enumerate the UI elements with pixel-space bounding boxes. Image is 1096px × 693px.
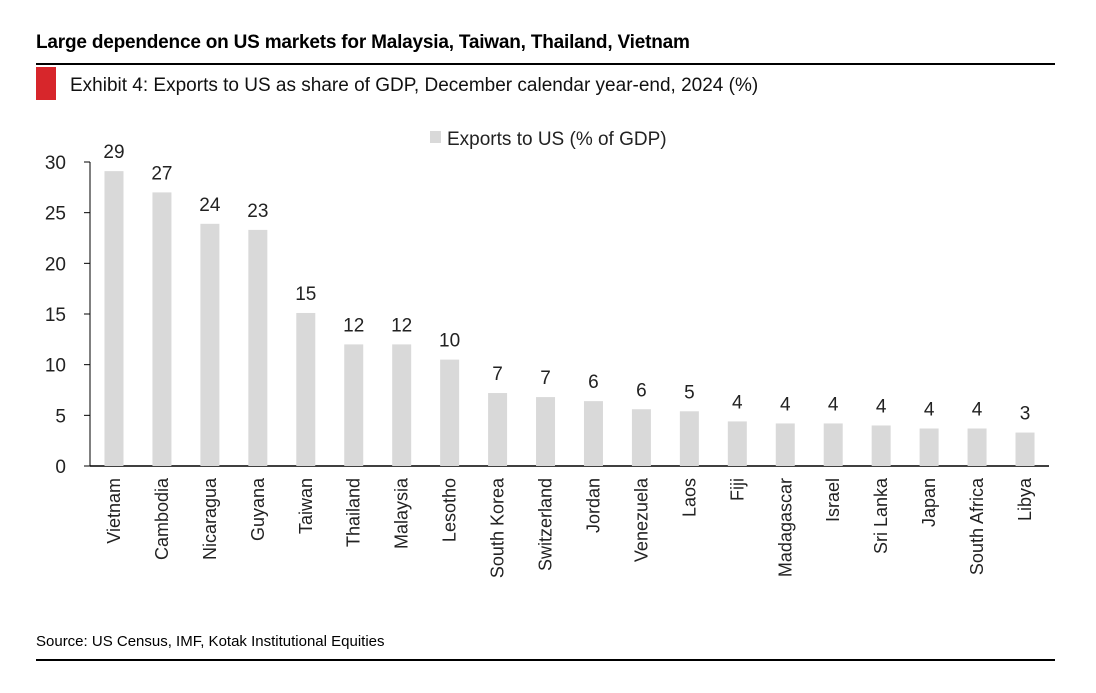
bar (392, 344, 412, 466)
data-label: 12 (343, 315, 364, 336)
bar (296, 312, 316, 466)
data-label: 7 (540, 368, 551, 389)
data-label: 4 (732, 392, 743, 413)
x-tick-label: Libya (1015, 477, 1035, 521)
bar (727, 421, 747, 466)
y-tick-label: 15 (45, 305, 66, 326)
y-tick-label: 20 (45, 254, 66, 275)
exhibit-title: Exhibit 4: Exports to US as share of GDP… (70, 75, 759, 96)
data-label: 23 (247, 201, 268, 222)
bar (583, 401, 603, 466)
y-tick-label: 30 (45, 153, 66, 174)
x-tick-label: Nicaragua (200, 477, 220, 560)
bar (200, 223, 220, 466)
exhibit-accent-bar (36, 67, 56, 100)
data-label: 4 (780, 394, 791, 415)
data-label: 4 (828, 394, 839, 415)
data-label: 6 (588, 372, 599, 393)
data-label: 6 (636, 380, 647, 401)
legend-label: Exports to US (% of GDP) (447, 129, 667, 150)
x-tick-label: Fiji (727, 478, 747, 501)
data-label: 4 (924, 400, 935, 421)
x-tick-label: South Africa (967, 477, 987, 575)
y-tick-label: 5 (55, 406, 66, 427)
y-tick-label: 0 (55, 457, 66, 478)
x-tick-label: Japan (919, 478, 939, 527)
data-label: 12 (391, 315, 412, 336)
bar (631, 409, 651, 466)
y-tick-label: 25 (45, 204, 66, 225)
bottom-rule (36, 659, 1055, 661)
x-tick-label: Cambodia (152, 477, 172, 560)
top-rule (36, 63, 1055, 65)
bar (152, 192, 172, 466)
bar (967, 428, 987, 466)
legend-swatch (430, 131, 441, 143)
x-tick-label: Jordan (583, 478, 603, 533)
bar (344, 344, 364, 466)
bar (871, 425, 891, 466)
x-tick-label: Madagascar (775, 478, 795, 577)
headline: Large dependence on US markets for Malay… (36, 32, 690, 53)
bar (248, 229, 268, 466)
x-tick-label: Laos (679, 478, 699, 517)
bar (488, 393, 508, 466)
x-tick-label: Switzerland (536, 478, 556, 571)
bar (679, 411, 699, 466)
x-tick-label: Guyana (248, 477, 268, 541)
data-label: 15 (295, 284, 316, 305)
x-tick-label: Taiwan (296, 478, 316, 534)
data-label: 24 (199, 195, 221, 216)
bar (823, 423, 843, 466)
data-label: 29 (103, 142, 124, 163)
data-label: 10 (439, 331, 460, 352)
x-tick-label: Vietnam (104, 478, 124, 544)
x-tick-label: Israel (823, 478, 843, 522)
data-label: 5 (684, 382, 695, 403)
x-tick-label: Sri Lanka (871, 477, 891, 554)
source-note: Source: US Census, IMF, Kotak Institutio… (36, 633, 385, 650)
bar (440, 359, 460, 466)
data-label: 3 (1020, 404, 1031, 425)
bar (775, 423, 795, 466)
x-tick-label: Thailand (344, 478, 364, 547)
x-tick-label: Malaysia (392, 477, 412, 549)
data-label: 7 (492, 364, 503, 385)
bar (919, 428, 939, 466)
data-label: 4 (972, 400, 983, 421)
bar (536, 397, 556, 466)
x-tick-label: Venezuela (631, 477, 651, 562)
x-tick-label: Lesotho (440, 478, 460, 542)
x-tick-label: South Korea (488, 477, 508, 578)
y-tick-label: 10 (45, 356, 66, 377)
data-label: 4 (876, 396, 887, 417)
bar (1015, 432, 1035, 466)
data-label: 27 (151, 163, 172, 184)
bar (104, 171, 124, 466)
